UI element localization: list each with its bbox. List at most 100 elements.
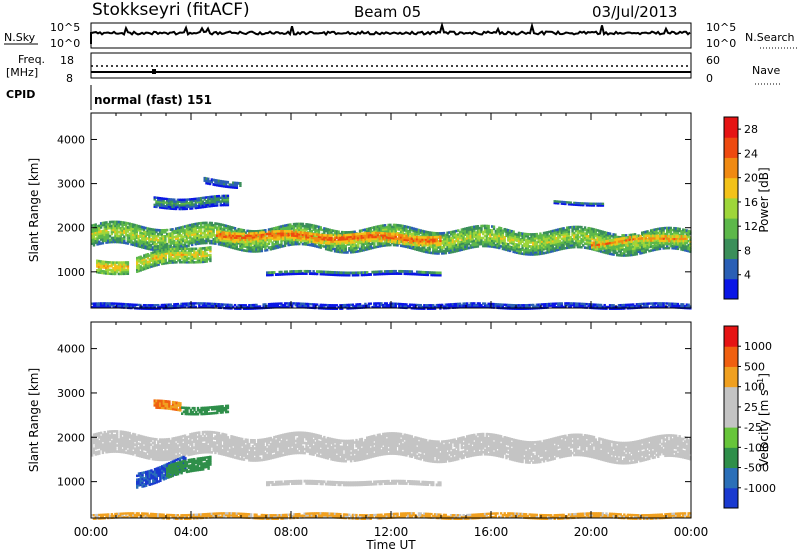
power-cell [612, 247, 615, 250]
power-cell [221, 203, 224, 207]
power-cell [489, 235, 492, 238]
power-cell [217, 198, 221, 202]
power-cell [433, 239, 437, 243]
power-cell [94, 229, 97, 233]
power-cell [166, 252, 169, 255]
power-cell [298, 234, 301, 238]
power-cell [312, 234, 315, 237]
power-cell [533, 249, 537, 252]
power-cell [276, 235, 280, 239]
power-cell [453, 236, 456, 239]
power-cell [198, 228, 201, 231]
power-cell [280, 225, 283, 228]
power-cell [189, 237, 192, 241]
power-cell [401, 240, 405, 243]
power-cell [151, 248, 155, 251]
power-cell [141, 241, 144, 245]
power-cell [305, 272, 308, 275]
power-cell [101, 223, 105, 227]
power-cell [273, 243, 276, 246]
power-cell [524, 240, 528, 244]
power-cell [249, 236, 253, 239]
power-cell [205, 201, 208, 205]
power-cell [496, 228, 499, 231]
power-cell [232, 246, 235, 250]
power-cell [549, 232, 553, 235]
power-cell [460, 234, 464, 237]
power-cell [378, 240, 381, 244]
power-cell [316, 237, 319, 240]
power-cell [567, 232, 571, 235]
power-cell [176, 200, 180, 203]
power-cell [437, 246, 440, 249]
power-cell [650, 238, 653, 242]
power-cell [92, 239, 96, 243]
power-cell [480, 228, 483, 232]
power-cell [226, 237, 230, 241]
power-cell [235, 243, 239, 247]
power-cell [144, 240, 147, 244]
power-cell [176, 241, 180, 244]
power-cell [482, 230, 485, 234]
power-cell [289, 230, 292, 233]
power-cell [539, 234, 542, 238]
power-cell [164, 258, 167, 261]
power-cell [680, 244, 683, 247]
power-cell [271, 247, 274, 251]
power-cell [485, 230, 489, 234]
power-cell [335, 244, 339, 247]
power-cell [621, 237, 624, 240]
power-cell [651, 244, 655, 248]
power-cell [94, 233, 97, 237]
power-cell [659, 236, 662, 240]
power-cell [403, 234, 406, 238]
power-cell [92, 237, 96, 241]
power-cell [317, 243, 321, 247]
power-cell [191, 261, 194, 264]
power-cell [324, 239, 328, 243]
power-cell [485, 236, 489, 240]
power-cell [317, 241, 321, 244]
power-cell [226, 229, 230, 232]
power-cell [616, 238, 619, 241]
power-cell [516, 237, 519, 240]
power-cell [471, 231, 474, 235]
power-cell [289, 225, 292, 228]
power-cell [146, 243, 149, 246]
power-cell [150, 265, 153, 268]
power-cell [96, 259, 99, 263]
power-cell [494, 243, 497, 247]
power-cell [342, 231, 346, 234]
power-cell [108, 224, 112, 228]
power-cell [382, 244, 385, 247]
power-cell [446, 237, 449, 241]
power-cell [198, 206, 201, 209]
power-cell [312, 226, 315, 229]
power-cell [583, 232, 587, 235]
power-cell [626, 254, 630, 257]
power-cell [199, 237, 203, 241]
power-cell [353, 248, 356, 252]
power-cell [617, 247, 621, 251]
power-cell [321, 244, 324, 248]
power-cell [301, 224, 305, 228]
power-cell [407, 242, 410, 246]
power-cell [248, 232, 251, 235]
power-cell [673, 237, 676, 241]
power-cell [528, 237, 531, 240]
power-cell [521, 236, 524, 239]
power-cell [271, 243, 274, 247]
power-cell [182, 251, 185, 254]
power-cell [194, 236, 197, 240]
power-cell [548, 246, 551, 250]
power-cell [314, 240, 317, 244]
power-cell [457, 237, 460, 240]
power-cell [223, 237, 226, 240]
power-cell [148, 243, 151, 247]
power-cell [210, 195, 214, 199]
power-cell [387, 234, 390, 237]
power-cell [592, 232, 596, 235]
power-cell [376, 272, 380, 276]
power-cell [214, 238, 217, 241]
power-cell [214, 240, 217, 243]
